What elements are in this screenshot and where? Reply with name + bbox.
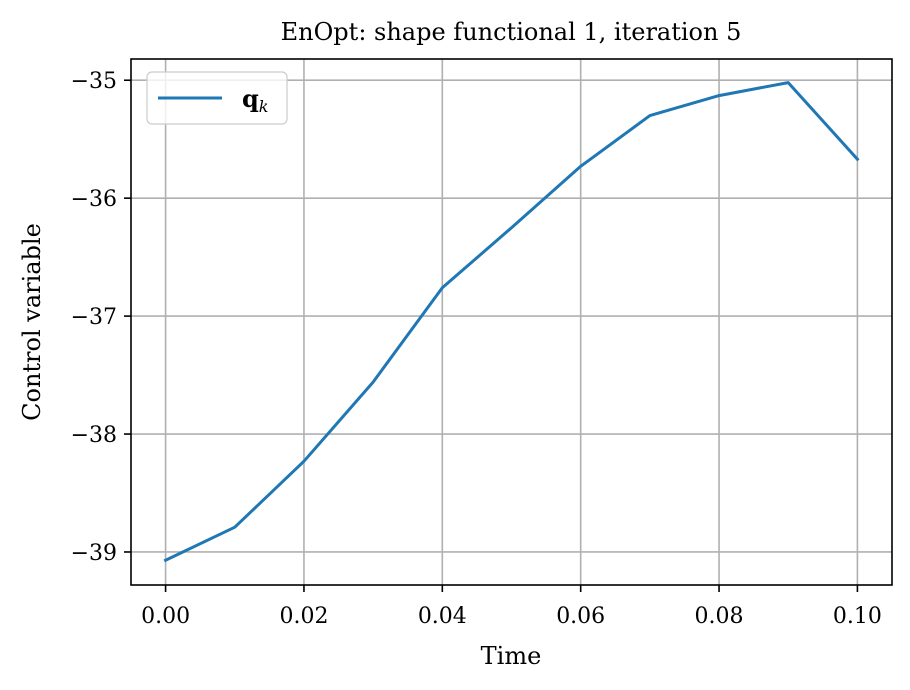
- y-tick-label: −36: [71, 187, 117, 212]
- x-tick-label: 0.08: [695, 604, 744, 629]
- series-line: [163, 81, 860, 563]
- chart-title: EnOpt: shape functional 1, iteration 5: [281, 18, 742, 46]
- y-tick-label: −39: [71, 541, 117, 566]
- x-axis-label: Time: [481, 642, 542, 670]
- legend-series-name: q: [242, 84, 259, 113]
- y-tick-label: −37: [71, 305, 117, 330]
- x-tick-label: 0.04: [418, 604, 467, 629]
- y-tick-label: −35: [71, 69, 117, 94]
- y-tick-label: −38: [71, 423, 117, 448]
- x-tick-label: 0.02: [279, 604, 328, 629]
- axis-ticks: 0.00 0.02 0.04 0.06 0.08 0.10 −39 −38 −37 −36 −35: [71, 69, 882, 629]
- legend-series-subscript: k: [259, 97, 269, 116]
- x-tick-label: 0.06: [556, 604, 605, 629]
- legend-label: qk: [242, 84, 268, 116]
- legend: qk: [146, 71, 288, 125]
- y-axis-label: Control variable: [18, 223, 46, 421]
- x-tick-label: 0.10: [833, 604, 882, 629]
- plot-area-frame: [130, 58, 893, 586]
- x-tick-label: 0.00: [141, 604, 190, 629]
- series-lines: [163, 81, 860, 563]
- grid: [131, 59, 892, 585]
